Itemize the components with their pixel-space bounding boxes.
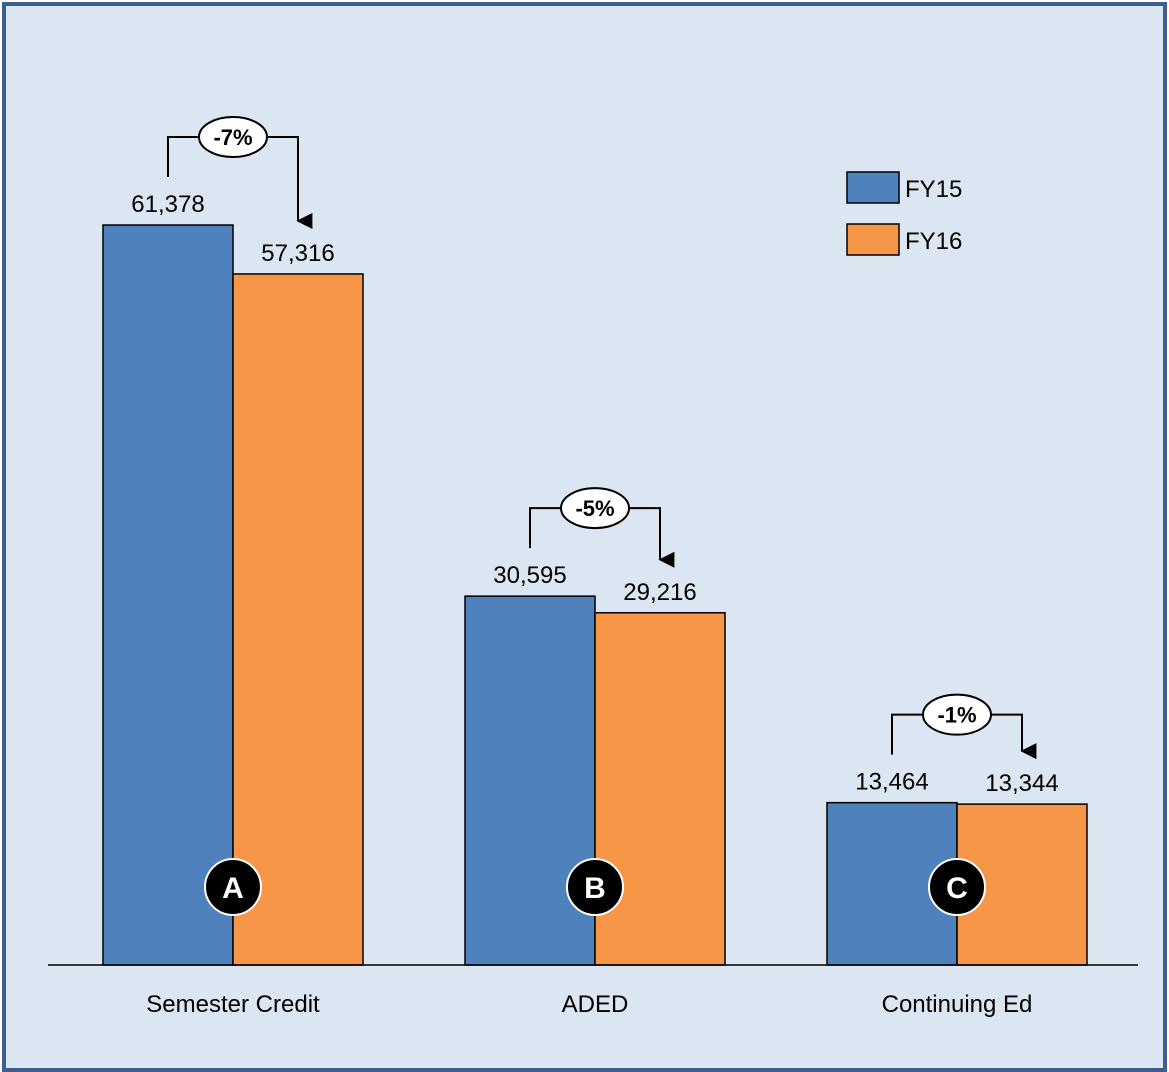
data-label: 29,216	[623, 579, 696, 606]
change-ellipse	[560, 487, 630, 530]
badge-letter: A	[222, 872, 244, 905]
badge-circle	[204, 858, 262, 916]
badge-circle	[566, 858, 624, 916]
bars-layer	[102, 224, 1088, 966]
badge-c: C	[928, 858, 986, 916]
data-label: 30,595	[493, 562, 566, 589]
legend-item-fy16: FY16	[846, 223, 962, 256]
legend-label: FY16	[905, 228, 962, 255]
badge-b: B	[566, 858, 624, 916]
annotations-layer: 61,378 57,316 A -7% 30,595 29,216 B -5% 13,464 13…	[131, 116, 1059, 916]
change-bracket: -5%	[529, 487, 675, 568]
category-label: ADED	[562, 991, 629, 1018]
change-ellipse	[922, 693, 992, 736]
change-percent: -5%	[575, 496, 614, 521]
change-bracket: -1%	[891, 693, 1037, 760]
bar-fy15-1	[102, 224, 234, 966]
data-label: 13,464	[855, 769, 928, 796]
legend-swatch	[846, 171, 900, 204]
category-label: Semester Credit	[146, 991, 320, 1018]
category-label: Continuing Ed	[882, 991, 1033, 1018]
change-percent: -7%	[213, 125, 252, 150]
change-percent: -1%	[937, 703, 976, 728]
data-label: 61,378	[131, 191, 204, 218]
legend-item-fy15: FY15	[846, 171, 962, 204]
bar-fy15-2	[464, 595, 596, 966]
badge-circle	[928, 858, 986, 916]
bar-fy16-1	[232, 273, 364, 966]
bar-fy16-2	[594, 612, 726, 966]
data-label: 57,316	[261, 240, 334, 267]
legend: FY15 FY16	[846, 171, 962, 256]
change-ellipse	[198, 116, 268, 158]
category-labels: Semester Credit ADED Continuing Ed	[146, 991, 1032, 1018]
badge-a: A	[204, 858, 262, 916]
change-bracket: -7%	[167, 116, 313, 229]
legend-label: FY15	[905, 176, 962, 203]
badge-letter: C	[946, 872, 968, 905]
legend-swatch	[846, 223, 900, 256]
data-label: 13,344	[985, 770, 1058, 797]
badge-letter: B	[584, 872, 606, 905]
